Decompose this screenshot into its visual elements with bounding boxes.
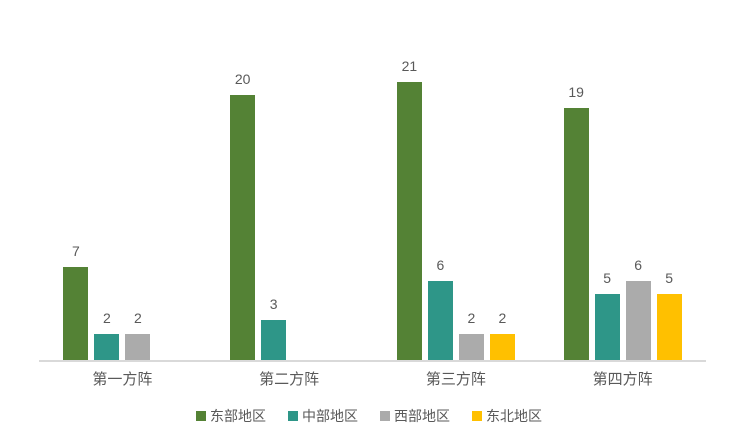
bar — [458, 333, 484, 360]
bar-slot: 2 — [489, 0, 515, 360]
bar — [396, 81, 422, 360]
legend-item: 东北地区 — [472, 406, 542, 426]
bar-value-label: 2 — [102, 309, 111, 326]
legend-label: 西部地区 — [394, 408, 450, 424]
bar-slot: 19 — [563, 0, 589, 360]
bar-slot: 5 — [594, 0, 620, 360]
bar-slot: 21 — [396, 0, 422, 360]
bar-group: 19 5 6 5 — [539, 0, 706, 360]
bar-value-label: 7 — [71, 243, 80, 260]
legend-label: 东部地区 — [210, 408, 266, 424]
bar-value-label: 2 — [467, 309, 476, 326]
bar — [125, 333, 151, 360]
bar-slot — [292, 0, 317, 360]
bar-slot: 2 — [458, 0, 484, 360]
bar-group: 20 3 — [206, 0, 373, 360]
legend: 东部地区 中部地区 西部地区 东北地区 — [0, 406, 738, 426]
bar-group: 21 6 2 2 — [373, 0, 540, 360]
legend-swatch-icon — [380, 411, 390, 421]
bar-value-label: 6 — [436, 256, 445, 273]
legend-label: 东北地区 — [486, 408, 542, 424]
legend-label: 中部地区 — [302, 408, 358, 424]
bar-value-label: 6 — [634, 256, 643, 273]
bar — [656, 293, 682, 360]
bar-value-label: 19 — [568, 84, 584, 101]
legend-item: 东部地区 — [196, 406, 266, 426]
bar-slot: 2 — [125, 0, 151, 360]
category-label: 第三方阵 — [425, 371, 486, 388]
bar-slot: 3 — [261, 0, 287, 360]
bar — [94, 333, 120, 360]
legend-item: 中部地区 — [288, 406, 358, 426]
bar — [261, 320, 287, 360]
bar-value-label: 2 — [133, 309, 142, 326]
bar-slot: 6 — [427, 0, 453, 360]
legend-swatch-icon — [472, 411, 482, 421]
bar — [625, 280, 651, 360]
bar-slot: 7 — [63, 0, 89, 360]
bar-slot: 2 — [94, 0, 120, 360]
bar-value-label: 5 — [603, 269, 612, 286]
legend-swatch-icon — [288, 411, 298, 421]
bar-value-label: 21 — [401, 57, 418, 74]
bar — [230, 95, 256, 360]
bar-value-label: 2 — [498, 309, 507, 326]
legend-swatch-icon — [196, 411, 206, 421]
bar-value-label: 5 — [665, 269, 674, 286]
bar-value-label: 3 — [269, 296, 278, 313]
bar — [427, 280, 453, 360]
bar-slot: 6 — [625, 0, 651, 360]
bar — [489, 333, 515, 360]
bar-value-label: 20 — [234, 71, 251, 87]
bar-slot: 5 — [656, 0, 682, 360]
bar-slot — [323, 0, 348, 360]
category-label: 第四方阵 — [592, 371, 653, 388]
bar-slot: 20 — [230, 0, 256, 360]
x-axis-line — [39, 360, 706, 362]
bar — [594, 293, 620, 360]
category-label: 第二方阵 — [259, 371, 320, 388]
bar-group: 7 2 2 — [39, 0, 206, 360]
legend-item: 西部地区 — [380, 406, 450, 426]
bar-slot — [156, 0, 181, 360]
bar — [63, 267, 89, 360]
category-label: 第一方阵 — [92, 371, 153, 388]
bar — [563, 108, 589, 360]
plot-area: 7 2 2 20 3 21 6 2 2 19 5 6 5 — [39, 0, 706, 360]
x-axis-labels: 第一方阵 第二方阵 第三方阵 第四方阵 — [39, 368, 706, 389]
